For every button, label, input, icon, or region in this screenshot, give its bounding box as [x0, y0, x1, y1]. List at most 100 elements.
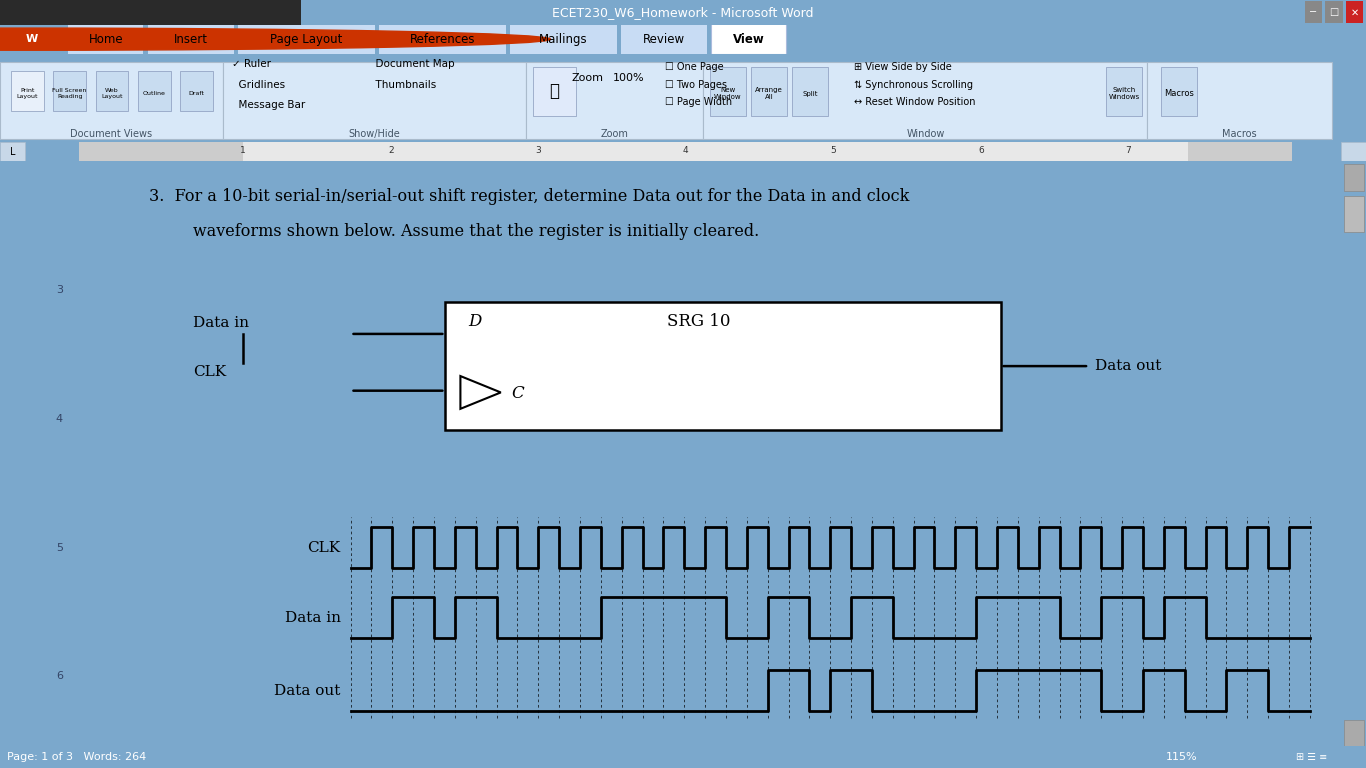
FancyBboxPatch shape [1344, 197, 1363, 231]
FancyBboxPatch shape [0, 142, 25, 161]
Text: Review: Review [643, 33, 684, 45]
FancyBboxPatch shape [712, 23, 787, 54]
Text: 6: 6 [978, 146, 984, 155]
Text: Page Layout: Page Layout [270, 33, 343, 45]
Text: Macros: Macros [1223, 128, 1257, 138]
FancyBboxPatch shape [1344, 164, 1363, 190]
Text: Insert: Insert [173, 33, 208, 45]
Text: Home: Home [89, 33, 123, 45]
Text: View: View [732, 33, 765, 45]
FancyBboxPatch shape [1161, 67, 1197, 116]
Text: Data in: Data in [193, 316, 249, 330]
Text: 6: 6 [56, 671, 63, 681]
Text: ⊞ View Side by Side: ⊞ View Side by Side [854, 62, 952, 72]
FancyBboxPatch shape [1341, 142, 1366, 161]
Text: 4: 4 [56, 414, 63, 424]
FancyBboxPatch shape [1325, 2, 1343, 23]
FancyBboxPatch shape [1106, 67, 1142, 116]
FancyBboxPatch shape [751, 67, 787, 116]
Text: Print
Layout: Print Layout [16, 88, 38, 99]
Text: 100%: 100% [612, 74, 645, 84]
Text: Split: Split [802, 91, 818, 97]
Text: ECET230_W6_Homework - Microsoft Word: ECET230_W6_Homework - Microsoft Word [552, 6, 814, 18]
Text: □: □ [1329, 7, 1339, 18]
Text: New
Window: New Window [714, 87, 742, 100]
Text: Zoom: Zoom [601, 128, 628, 138]
Text: 3.  For a 10-bit serial-in/serial-out shift register, determine Data out for the: 3. For a 10-bit serial-in/serial-out shi… [149, 187, 908, 204]
FancyBboxPatch shape [526, 61, 703, 140]
Text: Full Screen
Reading: Full Screen Reading [52, 88, 87, 99]
Text: Document Views: Document Views [70, 128, 153, 138]
FancyBboxPatch shape [1188, 142, 1292, 161]
FancyBboxPatch shape [11, 71, 44, 111]
Text: Document Map: Document Map [369, 59, 455, 69]
Text: Draft: Draft [189, 91, 205, 96]
Text: ✕: ✕ [1351, 7, 1358, 18]
Text: References: References [410, 33, 475, 45]
Text: 7: 7 [1126, 146, 1131, 155]
FancyBboxPatch shape [622, 23, 708, 54]
FancyBboxPatch shape [53, 71, 86, 111]
Text: Switch
Windows: Switch Windows [1109, 87, 1139, 100]
Text: 4: 4 [683, 146, 688, 155]
Text: Data in: Data in [284, 611, 340, 624]
FancyBboxPatch shape [68, 23, 143, 54]
Bar [445, 302, 1001, 431]
Text: Show/Hide: Show/Hide [348, 128, 400, 138]
Text: 1: 1 [240, 146, 246, 155]
Text: Outline: Outline [143, 91, 165, 96]
Text: Data out: Data out [275, 684, 340, 698]
FancyBboxPatch shape [138, 71, 171, 111]
Text: 3: 3 [56, 285, 63, 295]
Text: Web
Layout: Web Layout [101, 88, 123, 99]
Text: C: C [511, 386, 523, 402]
Text: L: L [10, 147, 15, 157]
FancyBboxPatch shape [0, 0, 301, 25]
FancyBboxPatch shape [238, 23, 374, 54]
Text: Mailings: Mailings [540, 33, 587, 45]
Text: 🔍: 🔍 [549, 82, 560, 100]
FancyBboxPatch shape [180, 71, 213, 111]
FancyBboxPatch shape [710, 67, 746, 116]
FancyBboxPatch shape [0, 61, 223, 140]
Text: 5: 5 [831, 146, 836, 155]
Text: 115%: 115% [1165, 752, 1198, 763]
FancyBboxPatch shape [223, 61, 526, 140]
Text: Gridlines: Gridlines [232, 80, 285, 90]
Text: Message Bar: Message Bar [232, 100, 306, 110]
Text: Arrange
All: Arrange All [755, 87, 783, 100]
FancyBboxPatch shape [533, 67, 576, 116]
Text: W: W [26, 34, 37, 45]
Text: ↔ Reset Window Position: ↔ Reset Window Position [854, 98, 975, 108]
Text: Macros: Macros [1164, 89, 1194, 98]
FancyBboxPatch shape [1346, 2, 1363, 23]
FancyBboxPatch shape [703, 61, 1147, 140]
Text: ☐ Page Width: ☐ Page Width [665, 98, 732, 108]
Text: ☐ Two Pages: ☐ Two Pages [665, 80, 727, 90]
FancyBboxPatch shape [148, 23, 234, 54]
FancyBboxPatch shape [79, 142, 243, 161]
Text: ⇅ Synchronous Scrolling: ⇅ Synchronous Scrolling [854, 80, 973, 90]
Text: Data out: Data out [1096, 359, 1161, 373]
FancyBboxPatch shape [792, 67, 828, 116]
Text: D: D [469, 313, 481, 330]
FancyBboxPatch shape [380, 23, 507, 54]
Text: 2: 2 [388, 146, 393, 155]
Text: 3: 3 [535, 146, 541, 155]
Text: Window: Window [906, 128, 945, 138]
FancyBboxPatch shape [511, 23, 617, 54]
Text: Thumbnails: Thumbnails [369, 80, 436, 90]
FancyBboxPatch shape [1147, 61, 1332, 140]
Text: CLK: CLK [193, 365, 225, 379]
Text: ✓ Ruler: ✓ Ruler [232, 59, 272, 69]
FancyBboxPatch shape [96, 71, 128, 111]
Text: −: − [1310, 7, 1317, 18]
Text: waveforms shown below. Assume that the register is initially cleared.: waveforms shown below. Assume that the r… [193, 223, 759, 240]
FancyBboxPatch shape [1344, 720, 1363, 746]
Text: ⊞ ☰ ≡: ⊞ ☰ ≡ [1296, 752, 1326, 763]
Text: 5: 5 [56, 542, 63, 552]
Text: SRG 10: SRG 10 [668, 313, 731, 330]
Text: Zoom: Zoom [571, 74, 604, 84]
Circle shape [0, 28, 550, 50]
FancyBboxPatch shape [79, 142, 1292, 161]
